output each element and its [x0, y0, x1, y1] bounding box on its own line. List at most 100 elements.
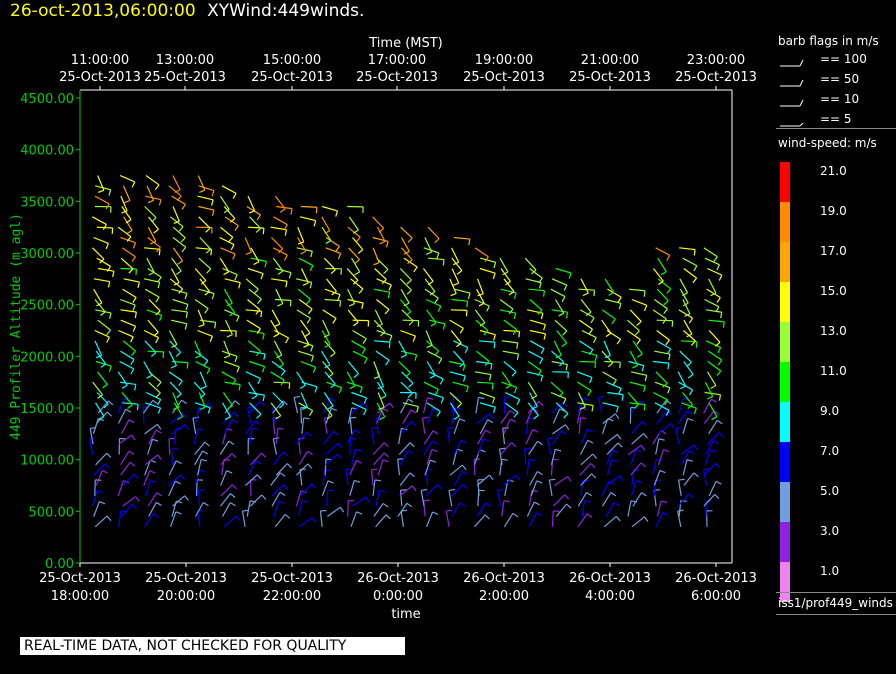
barb-flag [490, 363, 493, 370]
wind-barb [198, 257, 212, 274]
barb-shaft [527, 381, 538, 397]
wind-barb [479, 267, 496, 280]
wind-barb [323, 397, 336, 414]
barb-shaft [327, 506, 341, 517]
wind-barb [580, 428, 593, 445]
barb-flag [348, 303, 355, 307]
wind-barb [197, 195, 214, 206]
barb-flag [592, 453, 598, 459]
barb-flag [174, 189, 181, 193]
barb-shaft [425, 330, 433, 346]
barb-shaft [474, 309, 486, 324]
barb-flag [695, 341, 698, 348]
wind-barb [551, 360, 568, 371]
barb-shaft [606, 449, 614, 466]
wind-barb [297, 350, 314, 362]
barb-shaft [400, 226, 413, 239]
wind-barb [652, 458, 663, 476]
flag-legend-label: == 5 [820, 112, 852, 126]
barb-flag [610, 492, 617, 497]
barb-shaft [245, 474, 258, 486]
barb-flag [302, 282, 309, 286]
barb-shaft [120, 267, 137, 270]
barb-flag [633, 403, 639, 409]
barb-flag [185, 304, 189, 311]
barb-flag [381, 279, 387, 285]
wind-barb [326, 489, 334, 507]
wind-barb [375, 416, 383, 434]
barb-shaft [548, 479, 553, 496]
wind-barb [376, 278, 392, 291]
y-tick-label: 3000.00 [20, 247, 74, 262]
barb-flag [312, 366, 317, 373]
barb-shaft [144, 247, 161, 250]
barb-flag [543, 290, 545, 297]
barb-shaft [374, 340, 391, 343]
barb-shaft [503, 513, 514, 528]
barb-flag [230, 493, 236, 498]
barb-shaft [249, 216, 262, 229]
wind-barb [96, 257, 112, 272]
wind-barb [629, 381, 646, 393]
wind-barb [581, 350, 598, 362]
barb-shaft [349, 480, 355, 496]
barb-shaft [324, 298, 341, 302]
wind-barb [347, 309, 359, 327]
wind-barb [143, 470, 156, 486]
barb-flag [251, 395, 258, 400]
barb-shaft [271, 309, 281, 325]
barb-shaft [501, 371, 512, 386]
barb-shaft [248, 460, 257, 476]
wind-barb [220, 493, 236, 507]
wind-barb [352, 319, 370, 327]
barb-shaft [93, 501, 100, 517]
barb-flag [125, 219, 132, 224]
speed-label: 15.0 [820, 284, 847, 298]
barb-flag [309, 410, 314, 417]
wind-barb [504, 479, 514, 496]
barb-flag [588, 349, 594, 355]
wind-barb [220, 470, 233, 486]
wind-barb [250, 257, 267, 268]
wind-barb [245, 474, 262, 486]
barb-shaft [476, 278, 484, 294]
barb-shaft [400, 398, 409, 414]
barb-shaft [168, 474, 182, 486]
barb-shaft [219, 195, 230, 210]
wind-barb [503, 361, 517, 377]
barb-flag [459, 327, 464, 334]
wind-barb [247, 406, 254, 424]
barb-shaft [451, 483, 464, 497]
speed-color-swatch [780, 242, 790, 282]
wind-barb [653, 469, 666, 486]
barb-flag [178, 226, 184, 232]
barb-flag [617, 296, 622, 303]
barb-shaft [298, 402, 313, 412]
barb-flag [228, 440, 235, 446]
barb-shaft [527, 400, 540, 414]
wind-barb [297, 340, 314, 352]
barb-flag [680, 499, 687, 502]
barb-flag [710, 292, 717, 297]
wind-barb [272, 257, 284, 275]
barb-shaft [322, 319, 331, 335]
barb-flag [668, 353, 671, 361]
wind-barb [577, 397, 590, 414]
barb-flag [303, 417, 310, 420]
wind-barb [247, 195, 256, 214]
barb-shaft [323, 392, 334, 407]
barb-flag [156, 246, 161, 253]
barb-flag [210, 249, 213, 256]
wind-barb [223, 340, 231, 359]
wind-barb [474, 298, 490, 312]
barb-shaft [301, 417, 305, 434]
wind-barb [220, 484, 238, 497]
barb-flag [611, 318, 616, 325]
wind-barb [402, 409, 417, 424]
barb-flag [199, 189, 206, 193]
barb-shaft [142, 407, 145, 424]
wind-barb [319, 509, 327, 527]
wind-barb [172, 247, 184, 265]
barb-flag [174, 480, 181, 485]
wind-barb [197, 489, 205, 507]
